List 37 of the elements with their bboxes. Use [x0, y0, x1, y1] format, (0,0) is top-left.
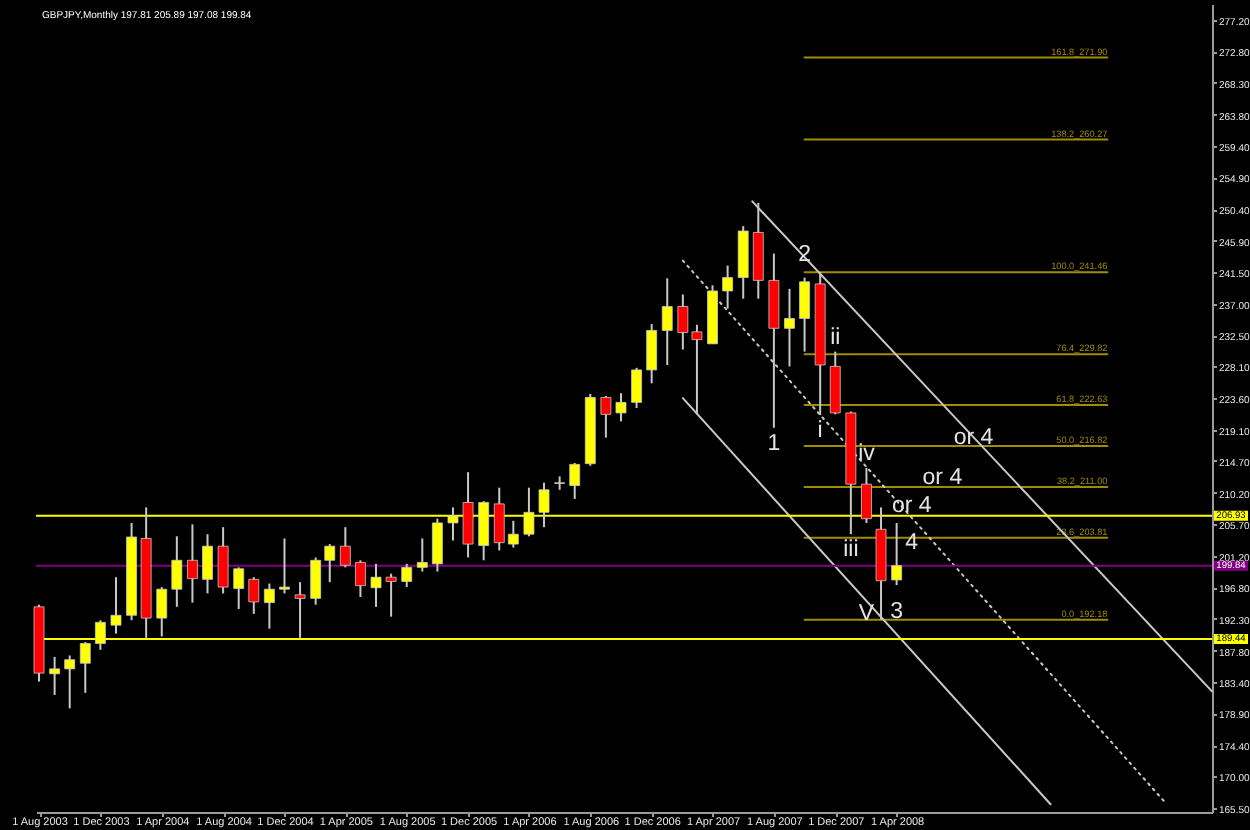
candlestick: [49, 655, 61, 696]
candlestick: [891, 522, 903, 587]
candlestick: [661, 277, 673, 366]
candlestick: [569, 461, 581, 500]
candlestick: [416, 537, 428, 573]
candlestick: [171, 535, 183, 608]
candlestick: [110, 576, 122, 635]
candlestick: [248, 576, 260, 615]
candlestick: [202, 533, 213, 595]
candlestick: [646, 323, 658, 385]
candlestick: [339, 526, 351, 569]
candlestick: [737, 225, 749, 300]
candlestick: [187, 523, 198, 604]
candlestick: [401, 562, 413, 589]
annotation: ii: [830, 325, 841, 350]
annotation: iii: [843, 538, 859, 563]
annotation: 1: [767, 431, 781, 456]
annotation: i: [817, 419, 823, 444]
annotation: or 4: [953, 425, 995, 450]
annotation: or 4: [922, 465, 964, 490]
candlestick: [355, 559, 366, 598]
candlestick: [631, 366, 642, 409]
annotation: or 4: [891, 494, 933, 518]
annotation: 3: [890, 599, 904, 624]
candlestick: [829, 350, 841, 416]
annotation: iv: [858, 441, 876, 466]
candlestick: [861, 466, 872, 524]
candlestick: [217, 526, 229, 595]
candlestick: [233, 566, 245, 610]
candlestick: [294, 581, 306, 639]
candlestick: [263, 582, 275, 630]
candlestick: [64, 654, 76, 710]
annotation: 4: [905, 530, 920, 555]
candlestick: [279, 537, 290, 595]
candlestick: [722, 264, 734, 310]
candlestick: [799, 276, 810, 353]
candlestick: [784, 287, 795, 368]
